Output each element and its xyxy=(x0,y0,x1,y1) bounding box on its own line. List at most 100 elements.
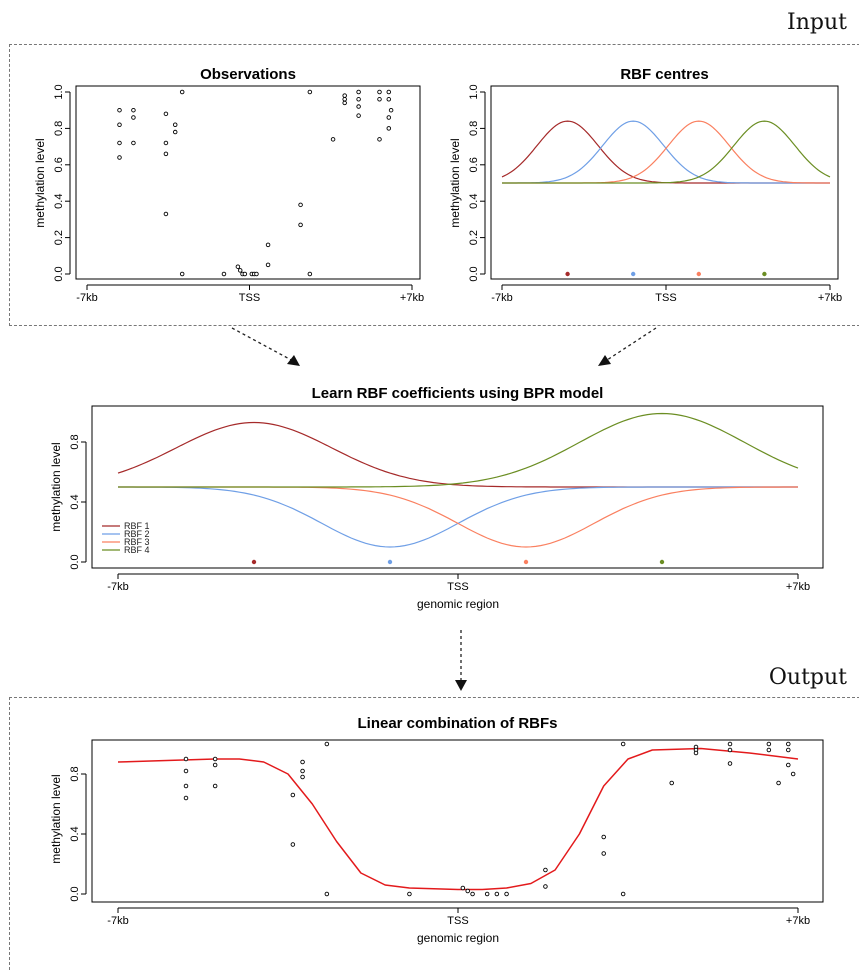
observation-point xyxy=(786,747,791,753)
plot-frame xyxy=(91,739,824,903)
observation-point xyxy=(388,107,394,113)
x-axis-label: genomic region xyxy=(417,931,499,945)
observation-point xyxy=(183,756,189,762)
y-tick-label: 0.2 xyxy=(468,230,480,245)
observation-point xyxy=(324,891,330,897)
plot-frame xyxy=(75,85,421,280)
arrowhead-right xyxy=(598,355,611,366)
x-tick-label: -7kb xyxy=(491,292,512,304)
observation-point xyxy=(163,151,169,157)
arrow-centres-to-model xyxy=(603,327,657,363)
rbf-centre-marker-4 xyxy=(659,559,665,565)
observation-point xyxy=(543,884,548,889)
y-tick-label: 0.4 xyxy=(69,826,81,841)
input-section-label: Input xyxy=(787,10,847,35)
rbf-curve-3 xyxy=(118,486,798,548)
x-tick-label: +7kb xyxy=(786,581,810,593)
observation-point xyxy=(307,89,313,95)
y-axis-label: methylation level xyxy=(33,138,47,227)
observation-point xyxy=(620,891,626,897)
output-section-label: Output xyxy=(768,665,847,690)
x-tick-label: TSS xyxy=(447,915,468,927)
y-tick-label: 0.4 xyxy=(53,194,65,209)
observation-point xyxy=(117,155,122,160)
rbf-curve-3 xyxy=(502,120,830,184)
rbf-centre-marker-3 xyxy=(696,271,701,277)
observation-point xyxy=(377,97,382,102)
observation-point xyxy=(620,741,626,747)
observation-point xyxy=(693,750,699,756)
y-axis-label: methylation level xyxy=(448,138,462,227)
y-tick-label: 0.8 xyxy=(69,766,81,781)
observation-point xyxy=(172,122,178,128)
x-tick-label: -7kb xyxy=(107,915,128,927)
chart-title: Learn RBF coefficients using BPR model xyxy=(312,385,604,402)
observation-point xyxy=(242,271,248,277)
observation-point xyxy=(163,111,169,117)
arrow-observations-to-model xyxy=(231,327,296,363)
legend-label-3: RBF 3 xyxy=(124,537,150,547)
observation-point xyxy=(386,115,392,120)
plot-frame xyxy=(91,405,824,569)
observation-point xyxy=(290,842,296,847)
observation-point xyxy=(766,741,772,747)
chart-observations: Observations 0.0 0.2 0.4 0.6 0.8 1.0 methylatio… xyxy=(33,66,424,304)
observation-point xyxy=(131,107,136,113)
arrowhead-left xyxy=(287,355,300,366)
observation-point xyxy=(298,202,303,208)
y-tick-label: 0.6 xyxy=(53,157,65,172)
x-tick-label: +7kb xyxy=(786,915,810,927)
y-tick-label: 0.8 xyxy=(69,434,81,449)
observation-point xyxy=(669,780,674,786)
observation-point xyxy=(407,891,412,897)
observation-point xyxy=(324,741,330,747)
observation-point xyxy=(330,137,336,142)
y-tick-label: 0.0 xyxy=(53,266,65,281)
observation-point xyxy=(484,891,490,897)
observation-point xyxy=(504,891,509,897)
rbf-centre-marker-2 xyxy=(387,559,393,565)
x-tick-label: TSS xyxy=(447,581,468,593)
observation-point xyxy=(163,140,169,146)
y-tick-label: 0.0 xyxy=(468,266,480,281)
chart-rbf-centres: RBF centres 0.0 0.2 0.4 0.6 0.8 1.0 methylation… xyxy=(448,66,842,304)
observation-point xyxy=(342,97,347,102)
observation-point xyxy=(494,891,500,897)
observation-point xyxy=(265,262,271,268)
observation-point xyxy=(183,783,189,789)
observation-point xyxy=(377,89,382,95)
y-tick-label: 1.0 xyxy=(468,84,480,99)
observation-point xyxy=(300,768,305,774)
observation-point xyxy=(117,140,122,146)
y-tick-label: 1.0 xyxy=(53,84,65,99)
y-tick-label: 0.0 xyxy=(69,554,81,569)
rbf-curve-2 xyxy=(118,486,798,548)
observation-point xyxy=(766,747,772,753)
observation-point xyxy=(727,741,733,747)
x-axis-label: genomic region xyxy=(417,597,499,611)
observation-point xyxy=(377,137,382,142)
observation-point xyxy=(543,867,548,873)
observation-point xyxy=(290,792,296,798)
observation-point xyxy=(179,89,185,95)
y-tick-label: 0.2 xyxy=(53,230,65,245)
rbf-centre-marker-3 xyxy=(523,559,529,565)
observation-point xyxy=(386,126,392,131)
flow-arrows xyxy=(231,327,657,691)
observation-point xyxy=(117,122,122,128)
rbf-curve-1 xyxy=(117,421,798,488)
observation-point xyxy=(776,780,781,786)
x-tick-label: TSS xyxy=(655,292,676,304)
y-tick-label: 0.8 xyxy=(468,121,480,136)
observation-point xyxy=(786,762,791,768)
observation-point xyxy=(386,89,392,95)
fitted-curve xyxy=(117,747,799,891)
observation-point xyxy=(356,113,361,118)
output-box xyxy=(9,697,859,970)
observation-point xyxy=(179,271,185,277)
observation-point xyxy=(356,89,361,95)
observation-point xyxy=(183,795,189,801)
observation-point xyxy=(212,756,218,762)
rbf-curve-2 xyxy=(502,120,830,184)
observation-point xyxy=(117,107,122,113)
